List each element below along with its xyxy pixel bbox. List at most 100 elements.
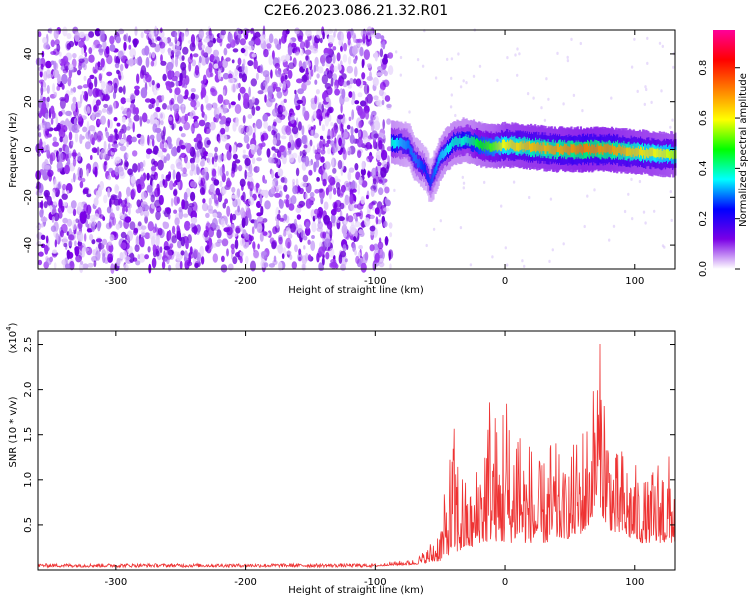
y-tick-label: 20 [23,95,34,108]
noise-speck [216,239,223,244]
noise-speck [360,196,365,205]
noise-speck [119,252,124,259]
noise-speck [272,226,278,235]
noise-speck [82,126,88,133]
noise-speck [190,34,196,45]
noise-speck [242,229,247,237]
noise-speck [669,125,672,129]
noise-speck [190,180,197,188]
noise-speck [570,37,573,42]
noise-speck [211,217,218,229]
noise-speck [57,151,64,162]
noise-speck [64,164,70,175]
noise-speck [130,188,136,198]
snr-line [38,343,675,569]
spectrogram-noise-region [35,25,675,274]
noise-speck [86,228,93,233]
noise-speck [339,202,345,210]
signal-cell [603,143,606,153]
noise-speck [274,62,280,69]
noise-speck [114,62,120,69]
noise-speck [350,126,354,136]
noise-speck [151,80,155,86]
noise-speck [135,209,140,214]
noise-speck [294,244,298,253]
noise-speck [421,64,425,68]
noise-speck [355,78,362,87]
noise-speck [116,257,121,267]
noise-speck [459,226,463,230]
noise-speck [72,86,77,93]
noise-speck [232,48,239,53]
noise-speck [148,31,155,39]
noise-speck [283,184,288,192]
noise-speck [62,26,68,37]
noise-speck [251,96,255,103]
noise-speck [627,192,630,196]
noise-speck [211,168,217,177]
noise-speck [465,81,468,85]
signal-cell [548,145,551,154]
noise-speck [256,166,260,172]
noise-speck [239,256,243,264]
noise-speck [188,251,195,259]
signal-cell [575,146,578,155]
noise-speck [307,239,311,245]
noise-speck [129,221,136,231]
noise-speck [461,175,464,179]
noise-speck [72,149,77,160]
noise-speck [88,189,91,195]
noise-speck [359,210,363,220]
noise-speck [294,89,297,95]
noise-speck [114,143,119,149]
noise-speck [255,118,263,130]
colorbar-tick-label: 0.4 [698,160,709,176]
noise-speck [192,248,198,259]
noise-speck [68,63,74,71]
noise-speck [203,171,210,181]
noise-speck [90,155,93,160]
noise-speck [113,55,117,63]
noise-speck [315,108,322,120]
noise-speck [290,195,297,205]
noise-speck [630,65,634,69]
noise-speck [82,188,86,195]
colorbar: 0.0 0.2 0.4 0.6 0.8 Normalized spectral ampl… [698,30,749,277]
noise-speck [297,88,304,95]
noise-speck [84,52,88,57]
noise-speck [79,167,83,179]
noise-speck [321,62,325,67]
snr-panel: -300 -200 -100 0 100 0.5 1.0 1.5 2.0 2.5 Height … [5,322,676,596]
noise-speck [52,141,59,147]
noise-speck [231,213,237,221]
noise-speck [163,156,167,164]
noise-speck [643,102,646,106]
noise-speck [548,259,551,263]
noise-speck [246,125,253,136]
y-tick-label: -20 [23,189,34,205]
noise-speck [321,124,326,132]
noise-speck [43,165,51,170]
noise-speck [450,57,454,61]
noise-speck [248,212,252,222]
noise-speck [311,48,319,54]
noise-speck [133,38,138,48]
noise-speck [101,81,106,89]
noise-speck [167,213,171,220]
noise-speck [271,180,275,189]
noise-speck [274,148,280,153]
noise-speck [462,181,466,185]
noise-speck [364,217,371,227]
noise-speck [556,51,559,56]
noise-speck [247,114,253,119]
noise-speck [120,199,128,208]
noise-speck [231,186,236,193]
noise-speck [297,35,303,42]
noise-speck [239,86,246,94]
noise-speck [152,226,157,234]
noise-speck [214,146,219,153]
spectrogram-signal-trace [390,117,677,202]
noise-speck [75,254,82,263]
noise-speck [180,115,187,125]
noise-speck [172,103,180,112]
